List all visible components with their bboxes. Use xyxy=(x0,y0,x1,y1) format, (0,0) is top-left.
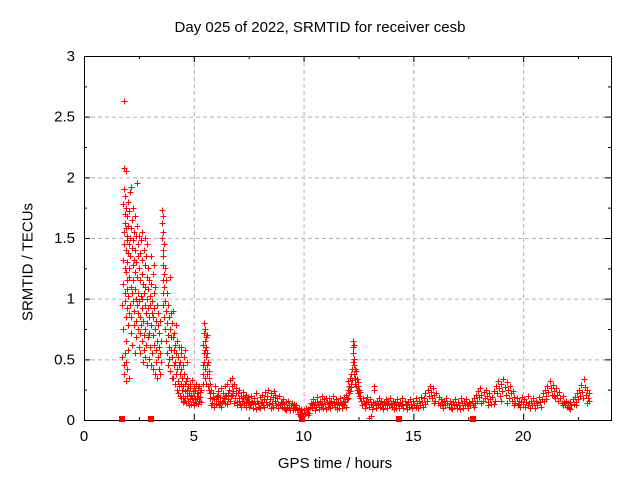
series-SRMTID xyxy=(119,98,593,422)
x-tick-label: 10 xyxy=(295,428,312,445)
y-tick-label: 3 xyxy=(67,48,75,65)
chart-title: Day 025 of 2022, SRMTID for receiver ces… xyxy=(174,19,466,36)
x-tick-label: 5 xyxy=(190,428,198,445)
square-marker xyxy=(470,416,476,422)
x-tick-label: 20 xyxy=(515,428,532,445)
square-marker xyxy=(148,416,154,422)
y-tick-label: 1.5 xyxy=(54,230,75,247)
x-tick-label: 0 xyxy=(80,428,88,445)
series-y0-square-markers xyxy=(119,416,476,422)
x-tick-label: 15 xyxy=(405,428,422,445)
gridlines xyxy=(84,56,611,420)
y-tick-label: 0 xyxy=(67,412,75,429)
y-tick-label: 2 xyxy=(67,169,75,186)
square-marker xyxy=(299,416,305,422)
x-axis-label: GPS time / hours xyxy=(277,455,393,472)
square-marker xyxy=(396,416,402,422)
y-tick-label: 1 xyxy=(67,291,75,308)
y-tick-label: 2.5 xyxy=(54,109,75,126)
y-tick-label: 0.5 xyxy=(54,351,75,368)
square-marker xyxy=(119,416,125,422)
axis-ticks xyxy=(84,56,611,421)
